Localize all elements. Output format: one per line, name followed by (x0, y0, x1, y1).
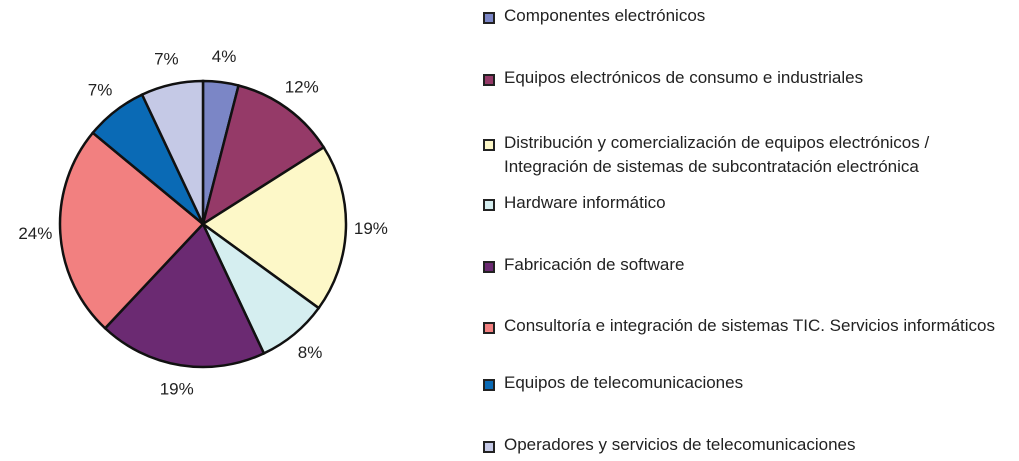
data-label: 12% (285, 78, 319, 97)
legend-item: Componentes electrónicos (483, 6, 1013, 28)
data-label: 19% (354, 219, 388, 238)
data-label: 8% (298, 343, 323, 362)
pie-slice (201, 83, 326, 227)
legend-label: Componentes electrónicos (504, 6, 706, 25)
legend-swatch (483, 12, 495, 24)
legend-label: Consultoría e integración de sistemas TI… (504, 316, 995, 335)
legend-swatch (483, 441, 495, 453)
legend-item: Equipos de telecomunicaciones (483, 373, 1013, 395)
legend-swatch (483, 74, 495, 86)
legend-item: Fabricación de software (483, 255, 1013, 277)
pie-slice (200, 145, 348, 310)
legend-item: Operadores y servicios de telecomunicaci… (483, 435, 1013, 457)
legend-label: Equipos electrónicos de consumo e indust… (504, 68, 864, 87)
legend-item: Consultoría e integración de sistemas TI… (483, 316, 1013, 338)
pie-slice (140, 79, 205, 225)
legend-item: Hardware informático (483, 193, 1013, 215)
legend-label: Fabricación de software (504, 255, 685, 274)
legend-swatch (483, 139, 495, 151)
legend-swatch (483, 322, 495, 334)
pie-chart: 4% 12% 19% 8% 19% 24% 7% 7% (18, 47, 388, 399)
legend-label: Hardware informático (504, 193, 666, 212)
pie-slice (103, 221, 266, 369)
pie-slice (58, 131, 205, 331)
legend-label: Operadores y servicios de telecomunicaci… (504, 435, 856, 454)
legend-label: Distribución y comercialización de equip… (504, 133, 930, 176)
legend-swatch (483, 199, 495, 211)
legend-swatch (483, 379, 495, 391)
data-label: 19% (160, 379, 194, 398)
legend-item: Distribución y comercialización de equip… (483, 133, 1013, 179)
data-label: 7% (154, 50, 179, 69)
data-label: 7% (88, 81, 113, 100)
legend-swatch (483, 261, 495, 273)
legend-label: Equipos de telecomunicaciones (504, 373, 744, 392)
data-label: 24% (18, 224, 52, 243)
legend-item: Equipos electrónicos de consumo e indust… (483, 68, 1013, 90)
data-label: 4% (212, 47, 237, 66)
